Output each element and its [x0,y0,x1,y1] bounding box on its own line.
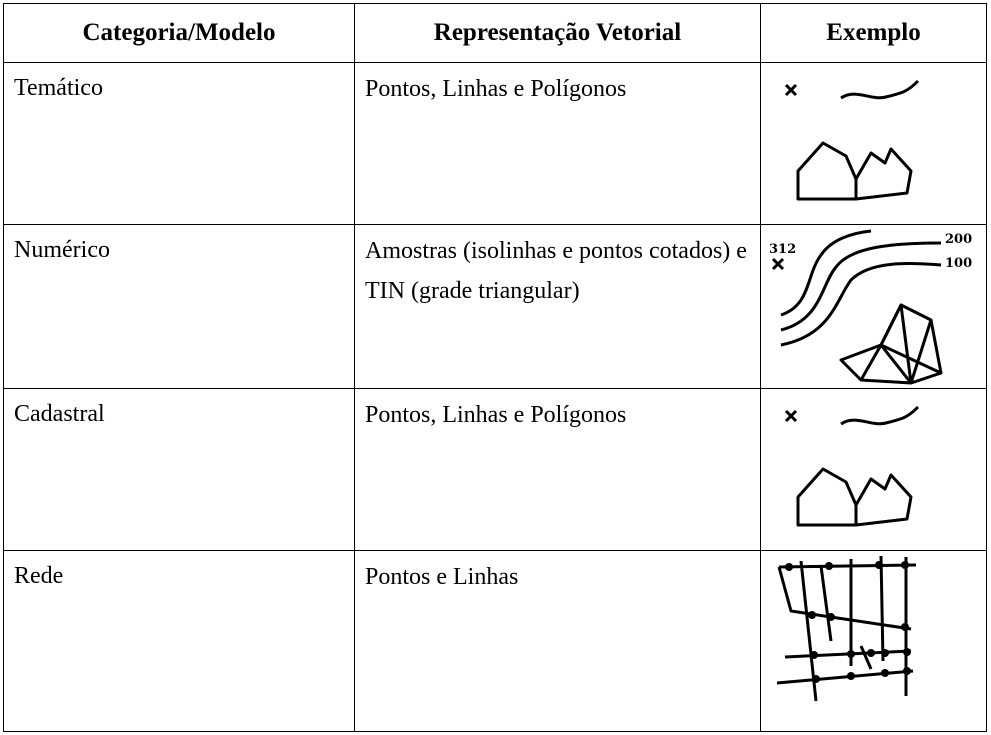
category-cell: Numérico [3,224,355,389]
drawing [780,262,942,347]
drawing [903,667,911,675]
drawing [840,79,920,100]
representation: Pontos, Linhas e Polígonos [365,402,627,428]
drawing [854,147,913,201]
example-cell [760,388,987,551]
example-label: 200 [945,232,972,247]
drawing [881,649,889,657]
drawing [847,672,855,680]
row: Rede Pontos e Linhas [3,550,987,732]
row: Temático Pontos, Linhas e Polígonos [3,62,987,225]
drawing [901,561,909,569]
drawing [901,623,909,631]
drawing [839,303,943,385]
category-cell: Temático [3,62,355,225]
drawing [827,613,835,621]
drawing [808,611,816,619]
drawing [785,563,793,571]
drawing [867,649,875,657]
representation-cell: Amostras (isolinhas e pontos cotados) e … [354,224,761,389]
drawing [784,83,798,97]
drawing [881,669,889,677]
category-cell: Rede [3,550,355,732]
drawing [796,467,858,527]
drawing [812,675,820,683]
example-label: 100 [945,256,972,271]
drawing [854,473,913,527]
drawing [776,555,917,702]
drawing [859,304,942,384]
category-cell: Cadastral [3,388,355,551]
drawing [875,561,883,569]
row: Cadastral Pontos, Linhas e Polígonos [3,388,987,551]
example-cell [760,62,987,225]
drawing [847,650,855,658]
example-cell: 312 200 100 [760,224,987,389]
drawing [771,257,785,271]
example-label: 312 [769,242,796,257]
header-cell: Categoria/Modelo [3,3,355,63]
representation-cell: Pontos e Linhas [354,550,761,732]
header-row: Categoria/Modelo Representação Vetorial … [3,3,987,63]
cadastral-icon [784,405,920,527]
row: Numérico Amostras (isolinhas e pontos co… [3,224,987,389]
drawing [784,409,798,423]
example-cell [760,550,987,732]
drawing [840,405,920,426]
drawing [780,241,942,332]
drawing [825,562,833,570]
drawing [810,651,818,659]
model-table: Categoria/Modelo Representação Vetorial … [3,3,987,732]
drawing [796,141,858,201]
header-cell: Representação Vetorial [354,3,761,63]
nodes [785,561,911,683]
thematic-icon [784,79,920,201]
representation-cell: Pontos, Linhas e Polígonos [354,388,761,551]
representation: TIN (grade triangular) [365,278,580,304]
representation: Pontos, Linhas e Polígonos [365,76,627,102]
representation-cell: Pontos, Linhas e Polígonos [354,62,761,225]
drawing [780,229,872,317]
representation: Amostras (isolinhas e pontos cotados) e [365,238,747,264]
drawing [903,648,911,656]
representation: Pontos e Linhas [365,564,519,590]
header-cell: Exemplo [760,3,987,63]
network-icon [776,555,917,702]
numeric-icon: 312 200 100 [769,229,972,385]
